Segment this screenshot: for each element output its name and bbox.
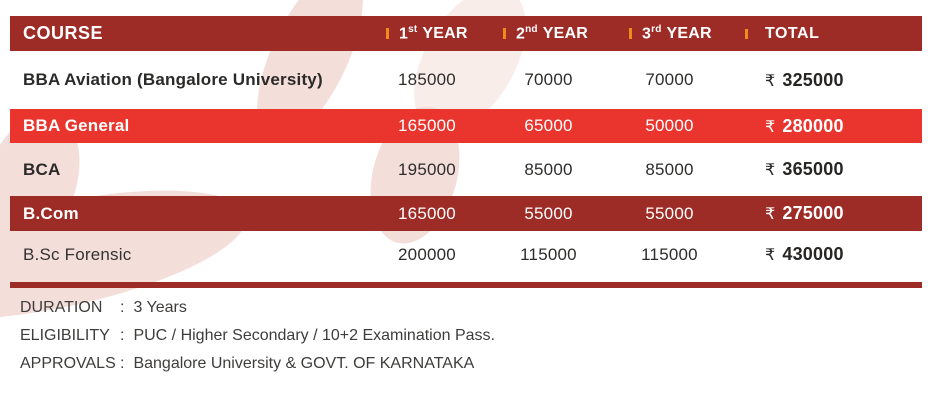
year-word: YEAR bbox=[422, 25, 468, 43]
year-number: 1 bbox=[399, 25, 409, 43]
info-label: DURATION bbox=[20, 299, 103, 316]
course-cell: BCA bbox=[23, 159, 61, 179]
table-row-bca: BCA 195000 85000 85000 ₹365000 bbox=[10, 143, 922, 196]
course-cell: B.Com bbox=[23, 203, 79, 223]
total-cell: ₹275000 bbox=[745, 203, 922, 224]
year2-cell: 85000 bbox=[524, 159, 573, 179]
year2-cell: 65000 bbox=[524, 116, 573, 135]
rupee-icon: ₹ bbox=[765, 206, 776, 223]
table-row-bba-general: BBA General 165000 65000 50000 ₹280000 bbox=[10, 109, 922, 143]
course-cell: B.Sc Forensic bbox=[23, 244, 132, 264]
info-label: APPROVALS bbox=[20, 355, 116, 372]
rupee-icon: ₹ bbox=[765, 72, 776, 90]
course-cell: BBA Aviation (Bangalore University) bbox=[23, 70, 323, 89]
year-word: YEAR bbox=[542, 25, 588, 43]
year3-cell: 115000 bbox=[641, 244, 698, 264]
table-header-row: COURSE 1st YEAR 2nd YEAR 3rd YEAR TOTAL bbox=[10, 16, 922, 51]
info-label: ELIGIBILITY bbox=[20, 327, 110, 344]
year2-cell: 55000 bbox=[524, 203, 573, 223]
info-eligibility: ELIGIBILITY: PUC / Higher Secondary / 10+… bbox=[20, 322, 495, 350]
ordinal-suffix: rd bbox=[651, 23, 662, 35]
year3-cell: 85000 bbox=[645, 159, 694, 179]
table-row-bba-aviation: BBA Aviation (Bangalore University) 1850… bbox=[10, 51, 922, 109]
total-cell: ₹430000 bbox=[745, 244, 922, 265]
header-year-3: 3rd YEAR bbox=[629, 24, 745, 43]
year1-cell: 165000 bbox=[398, 203, 456, 223]
year3-cell: 50000 bbox=[645, 116, 694, 135]
total-cell: ₹280000 bbox=[745, 116, 922, 137]
total-amount: 365000 bbox=[782, 159, 844, 179]
year-number: 3 bbox=[642, 25, 652, 43]
rupee-icon: ₹ bbox=[765, 247, 776, 264]
fee-table: COURSE 1st YEAR 2nd YEAR 3rd YEAR TOTAL BBA… bbox=[10, 16, 922, 278]
info-colon: : bbox=[120, 299, 125, 316]
year2-cell: 70000 bbox=[524, 70, 573, 89]
divider-bar bbox=[10, 282, 922, 288]
total-amount: 430000 bbox=[782, 244, 844, 264]
info-approvals: APPROVALS: Bangalore University & GOVT. O… bbox=[20, 350, 495, 378]
rupee-icon: ₹ bbox=[765, 118, 776, 136]
table-row-bsc-forensic: B.Sc Forensic 200000 115000 115000 ₹4300… bbox=[10, 231, 922, 278]
info-colon: : bbox=[120, 327, 125, 344]
course-cell: BBA General bbox=[23, 116, 130, 135]
ordinal-suffix: nd bbox=[525, 23, 538, 35]
info-colon: : bbox=[120, 355, 125, 372]
year3-cell: 55000 bbox=[645, 203, 694, 223]
info-value: Bangalore University & GOVT. OF KARNATAK… bbox=[133, 355, 475, 372]
header-total: TOTAL bbox=[745, 25, 922, 43]
year3-cell: 70000 bbox=[645, 70, 694, 89]
total-cell: ₹365000 bbox=[745, 159, 922, 180]
total-amount: 325000 bbox=[782, 69, 844, 90]
year1-cell: 185000 bbox=[398, 70, 456, 89]
header-course: COURSE bbox=[23, 23, 104, 43]
info-duration: DURATION:3 Years bbox=[20, 294, 495, 322]
ordinal-suffix: st bbox=[408, 23, 418, 35]
total-amount: 280000 bbox=[782, 115, 844, 136]
year1-cell: 165000 bbox=[398, 116, 456, 135]
year1-cell: 200000 bbox=[398, 244, 456, 264]
total-amount: 275000 bbox=[782, 203, 844, 223]
year-number: 2 bbox=[516, 25, 526, 43]
total-cell: ₹325000 bbox=[745, 70, 922, 91]
header-year-1: 1st YEAR bbox=[386, 24, 503, 43]
table-row-bcom: B.Com 165000 55000 55000 ₹275000 bbox=[10, 196, 922, 231]
info-value: 3 Years bbox=[133, 299, 187, 316]
year1-cell: 195000 bbox=[398, 159, 456, 179]
year-word: YEAR bbox=[666, 25, 712, 43]
header-year-2: 2nd YEAR bbox=[503, 24, 629, 43]
info-block: DURATION:3 Years ELIGIBILITY: PUC / Highe… bbox=[20, 294, 495, 378]
year2-cell: 115000 bbox=[520, 244, 577, 264]
info-value: PUC / Higher Secondary / 10+2 Examinatio… bbox=[133, 327, 495, 344]
rupee-icon: ₹ bbox=[765, 162, 776, 179]
